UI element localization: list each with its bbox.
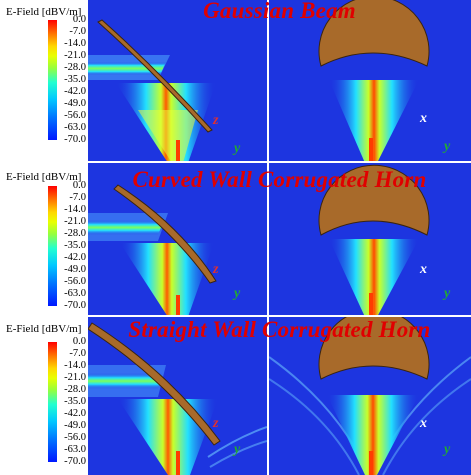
field-plot-front-view bbox=[269, 317, 471, 475]
axis-x-label: x bbox=[420, 416, 427, 431]
colorbar-legend: E-Field [dBV/m] 0.0 -7.0 -14.0 -21.0 -28… bbox=[0, 0, 88, 163]
colorbar-tick: -14.0 bbox=[64, 360, 86, 371]
colorbar-tick: -7.0 bbox=[69, 348, 86, 359]
colorbar-tick: -70.0 bbox=[64, 456, 86, 467]
axis-y-label: y bbox=[444, 286, 451, 301]
row-title: Gaussian Beam bbox=[203, 0, 356, 23]
colorbar-tick: -28.0 bbox=[64, 384, 86, 395]
colorbar-tick: 0.0 bbox=[72, 14, 86, 25]
colorbar-tick: -70.0 bbox=[64, 134, 86, 145]
colorbar-tick: -70.0 bbox=[64, 300, 86, 311]
colorbar-tick: -49.0 bbox=[64, 264, 86, 275]
colorbar-tick: -35.0 bbox=[64, 396, 86, 407]
colorbar-tick: -63.0 bbox=[64, 288, 86, 299]
axis-y-label: y bbox=[234, 286, 241, 301]
axis-x-label: x bbox=[420, 262, 427, 277]
colorbar-ticks: 0.0 -7.0 -14.0 -21.0 -28.0 -35.0 -42.0 -… bbox=[58, 180, 88, 311]
colorbar-tick: -56.0 bbox=[64, 276, 86, 287]
axis-x-label: x bbox=[420, 111, 427, 126]
colorbar-tick: 0.0 bbox=[72, 180, 86, 191]
colorbar-gradient bbox=[48, 20, 57, 140]
colorbar-tick: -7.0 bbox=[69, 26, 86, 37]
axis-y-label: y bbox=[234, 442, 241, 457]
field-plot-side-view bbox=[88, 163, 267, 317]
row-title: Curved Wall Corrugated Horn bbox=[132, 167, 427, 192]
colorbar-legend: E-Field [dBV/m] 0.0 -7.0 -14.0 -21.0 -28… bbox=[0, 317, 88, 475]
colorbar-tick: -49.0 bbox=[64, 98, 86, 109]
colorbar-title: E-Field [dBV/m] bbox=[6, 6, 82, 18]
colorbar-tick: -7.0 bbox=[69, 192, 86, 203]
axis-y-label: y bbox=[444, 442, 451, 457]
colorbar-tick: -35.0 bbox=[64, 240, 86, 251]
colorbar-gradient bbox=[48, 186, 57, 306]
colorbar-tick: -56.0 bbox=[64, 432, 86, 443]
colorbar-tick: -14.0 bbox=[64, 204, 86, 215]
row-gaussian-beam: E-Field [dBV/m] 0.0 -7.0 -14.0 -21.0 -28… bbox=[0, 0, 471, 163]
colorbar-tick: -21.0 bbox=[64, 50, 86, 61]
colorbar-tick: -28.0 bbox=[64, 62, 86, 73]
colorbar-tick: -42.0 bbox=[64, 252, 86, 263]
axis-y-label: y bbox=[444, 139, 451, 154]
colorbar-tick: -21.0 bbox=[64, 372, 86, 383]
colorbar-legend: E-Field [dBV/m] 0.0 -7.0 -14.0 -21.0 -28… bbox=[0, 163, 88, 317]
colorbar-title: E-Field [dBV/m] bbox=[6, 323, 82, 335]
field-plot-front-view bbox=[269, 0, 471, 163]
colorbar-ticks: 0.0 -7.0 -14.0 -21.0 -28.0 -35.0 -42.0 -… bbox=[58, 14, 88, 145]
colorbar-tick: -63.0 bbox=[64, 444, 86, 455]
colorbar-tick: -14.0 bbox=[64, 38, 86, 49]
row-straight-wall-horn: E-Field [dBV/m] 0.0 -7.0 -14.0 -21.0 -28… bbox=[0, 317, 471, 475]
axis-z-label: z bbox=[213, 113, 219, 128]
colorbar-gradient bbox=[48, 342, 57, 462]
colorbar-title: E-Field [dBV/m] bbox=[6, 171, 82, 183]
field-plot-side-view bbox=[88, 0, 267, 163]
colorbar-tick: -42.0 bbox=[64, 408, 86, 419]
row-title: Straight Wall Corrugated Horn bbox=[128, 317, 431, 342]
row-curved-wall-horn: E-Field [dBV/m] 0.0 -7.0 -14.0 -21.0 -28… bbox=[0, 163, 471, 317]
colorbar-ticks: 0.0 -7.0 -14.0 -21.0 -28.0 -35.0 -42.0 -… bbox=[58, 336, 88, 467]
colorbar-tick: -28.0 bbox=[64, 228, 86, 239]
colorbar-tick: -21.0 bbox=[64, 216, 86, 227]
colorbar-tick: -56.0 bbox=[64, 110, 86, 121]
axis-z-label: z bbox=[213, 416, 219, 431]
colorbar-tick: -35.0 bbox=[64, 74, 86, 85]
axis-z-label: z bbox=[213, 262, 219, 277]
colorbar-tick: -49.0 bbox=[64, 420, 86, 431]
colorbar-tick: -42.0 bbox=[64, 86, 86, 97]
axis-y-label: y bbox=[234, 141, 241, 156]
field-plot-side-view bbox=[88, 317, 267, 475]
colorbar-tick: -63.0 bbox=[64, 122, 86, 133]
field-plot-front-view bbox=[269, 163, 471, 317]
colorbar-tick: 0.0 bbox=[72, 336, 86, 347]
